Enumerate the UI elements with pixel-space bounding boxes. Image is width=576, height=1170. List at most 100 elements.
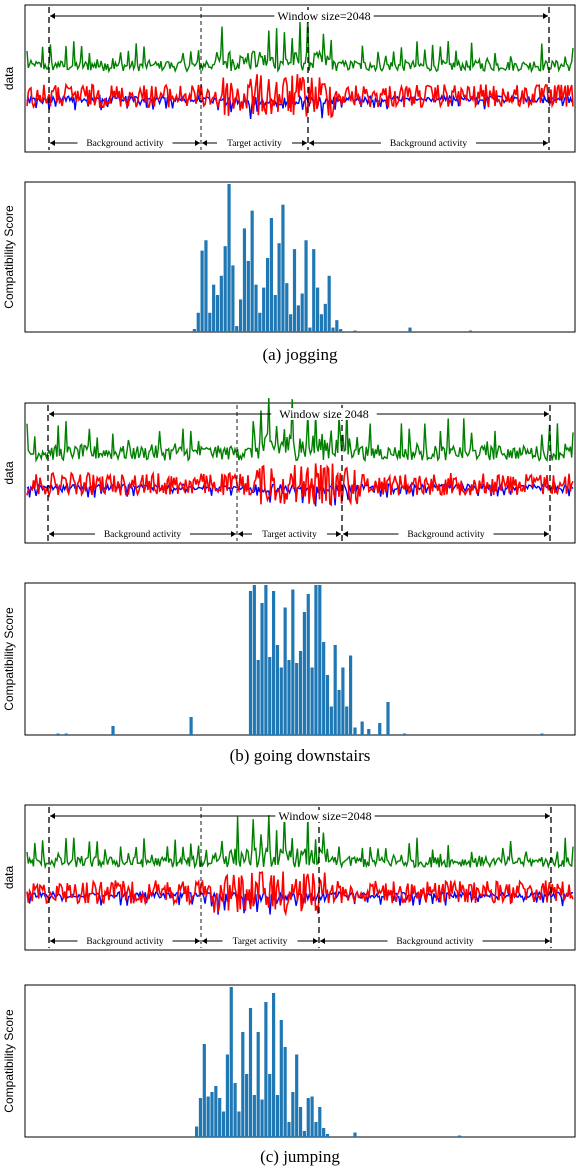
score-bar xyxy=(192,329,196,332)
score-bar xyxy=(248,1008,253,1137)
annotation-right-bg xyxy=(387,936,483,946)
score-bar xyxy=(408,327,412,332)
arrow-head xyxy=(195,938,200,944)
arrow-head xyxy=(336,531,341,537)
score-bar xyxy=(214,1086,218,1137)
score-bar xyxy=(254,284,258,332)
score-bar xyxy=(295,1054,299,1137)
score-bar xyxy=(285,283,289,332)
window-size-label: Window size=2048 xyxy=(278,809,371,823)
arrow-head xyxy=(50,813,55,819)
score-bar xyxy=(195,1126,199,1137)
score-bar xyxy=(275,645,280,735)
annotation-right-bg xyxy=(398,529,494,539)
score-bar xyxy=(239,299,243,332)
annotation-target-bg xyxy=(222,936,298,946)
arrow-head xyxy=(202,140,207,146)
score-ylabel: Compatibility Score xyxy=(2,1009,16,1113)
annotation-right: Background activity xyxy=(407,530,485,540)
panel-b: data Window size 2048 Background activity T… xyxy=(2,397,576,765)
score-bar xyxy=(468,330,473,332)
score-bar xyxy=(353,1132,357,1137)
score-bar xyxy=(306,1098,310,1137)
window-size-label: Window size=2048 xyxy=(277,9,370,23)
score-bar xyxy=(318,585,322,735)
signal-series-0 xyxy=(26,397,574,463)
score-bar xyxy=(304,240,308,332)
annotation-target: Target activity xyxy=(262,530,317,540)
score-bar xyxy=(198,1098,203,1137)
score-bar xyxy=(540,733,544,735)
signal-ylabel: data xyxy=(2,865,16,889)
score-bar xyxy=(322,642,326,735)
window-label-bg xyxy=(275,810,375,822)
score-bar xyxy=(378,723,382,735)
annotation-target-bg xyxy=(217,138,292,148)
score-bar xyxy=(331,327,335,332)
score-bar xyxy=(314,585,318,735)
window-size-label: Window size 2048 xyxy=(279,407,369,421)
score-bar xyxy=(189,717,193,735)
score-plot-frame xyxy=(24,181,576,333)
annotation-left: Background activity xyxy=(86,937,164,947)
score-bar xyxy=(386,702,390,735)
window-label-bg xyxy=(271,408,377,420)
arrow-head xyxy=(313,938,318,944)
score-bar xyxy=(329,706,333,735)
score-bar xyxy=(279,667,283,735)
score-bar xyxy=(273,295,277,332)
score-bar xyxy=(289,314,293,332)
score-bar xyxy=(246,260,250,332)
score-bar xyxy=(248,591,253,735)
score-bar xyxy=(296,305,300,332)
score-bar xyxy=(200,250,204,332)
score-bar xyxy=(64,733,68,735)
score-bar xyxy=(287,1122,291,1137)
score-bar xyxy=(310,1096,314,1137)
signal-plot-frame xyxy=(24,402,576,544)
score-bar xyxy=(316,287,320,332)
annotation-right: Background activity xyxy=(396,937,474,947)
arrow-head xyxy=(543,13,548,19)
arrow-head xyxy=(544,531,549,537)
score-bar xyxy=(314,1122,318,1137)
score-bar xyxy=(264,1002,268,1137)
caption-c: (c) jumping xyxy=(260,1147,340,1166)
score-bar xyxy=(325,1134,330,1137)
score-bar xyxy=(302,612,306,735)
score-bar xyxy=(268,1074,272,1137)
score-bar xyxy=(242,228,247,332)
arrow-head xyxy=(49,411,54,417)
score-bar xyxy=(225,1054,229,1137)
score-ylabel: Compatibility Score xyxy=(2,205,16,309)
caption-b: (b) going downstairs xyxy=(230,746,371,765)
score-bar xyxy=(283,1047,287,1137)
score-bar xyxy=(231,265,235,332)
score-bar xyxy=(306,594,310,735)
score-bar xyxy=(252,585,256,735)
score-bar xyxy=(208,312,212,332)
score-bar xyxy=(308,327,312,332)
score-ylabel: Compatibility Score xyxy=(2,607,16,711)
panel-c: data Window size=2048 Background activity T… xyxy=(2,804,576,1166)
score-bar xyxy=(260,603,264,735)
score-bar xyxy=(341,667,345,735)
score-bar xyxy=(310,667,314,735)
score-bar xyxy=(111,726,115,735)
score-bar xyxy=(287,660,291,735)
annotation-right: Background activity xyxy=(390,139,468,149)
score-bar xyxy=(327,275,331,332)
score-bar xyxy=(256,1032,260,1137)
score-bar xyxy=(212,284,216,332)
score-bar xyxy=(345,706,349,735)
score-bar xyxy=(262,287,266,332)
score-bar xyxy=(322,1128,326,1137)
score-bar xyxy=(219,275,223,332)
arrow-head xyxy=(320,938,325,944)
signal-series-0 xyxy=(26,814,574,870)
score-bar xyxy=(300,293,304,332)
annotation-left-bg xyxy=(77,936,173,946)
score-bar xyxy=(279,1020,283,1137)
signal-ylabel: data xyxy=(2,66,16,90)
score-bar xyxy=(196,312,200,332)
